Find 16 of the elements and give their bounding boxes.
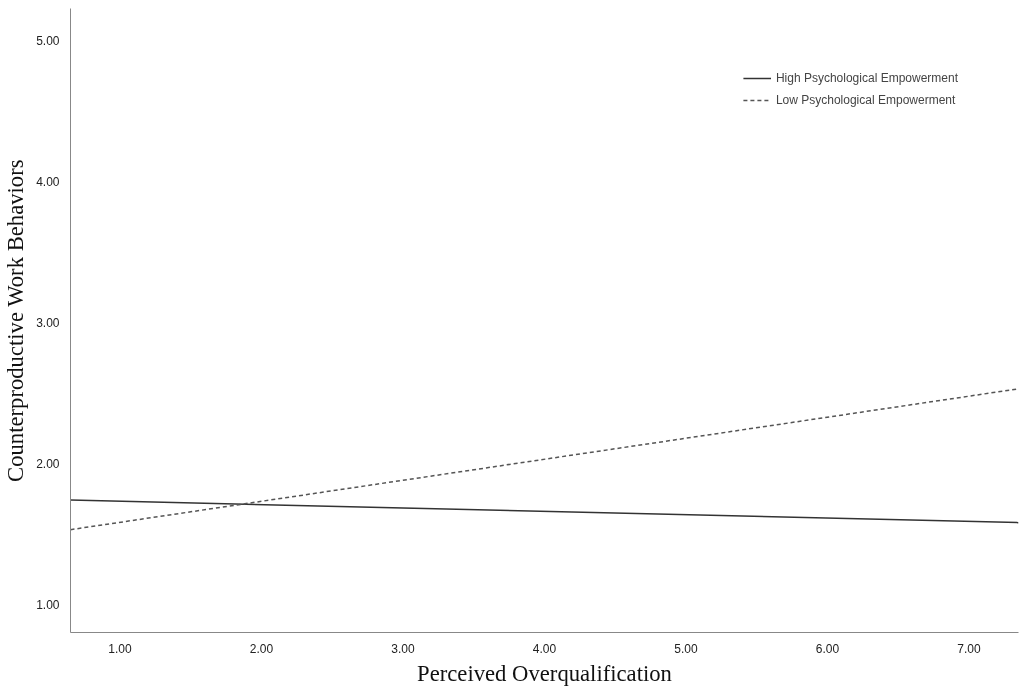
y-tick-label: 4.00	[36, 175, 60, 190]
x-axis-title: Perceived Overqualification	[417, 660, 672, 686]
legend-label: Low Psychological Empowerment	[775, 93, 956, 107]
x-tick-label: 5.00	[674, 641, 698, 656]
y-tick-label: 5.00	[36, 34, 60, 49]
x-tick-label: 3.00	[391, 641, 416, 656]
legend-label: High Psychological Empowerment	[775, 71, 958, 85]
y-tick-label: 2.00	[36, 456, 60, 471]
x-tick-label: 2.00	[249, 641, 274, 656]
y-axis-title: Counterproductive Work Behaviors	[3, 159, 29, 482]
x-tick-label: 7.00	[957, 641, 981, 656]
x-tick-label: 1.00	[108, 641, 133, 656]
x-tick-label: 4.00	[532, 641, 557, 656]
y-tick-label: 3.00	[36, 316, 60, 331]
y-tick-label: 1.00	[36, 597, 60, 612]
x-tick-label: 6.00	[815, 641, 840, 656]
